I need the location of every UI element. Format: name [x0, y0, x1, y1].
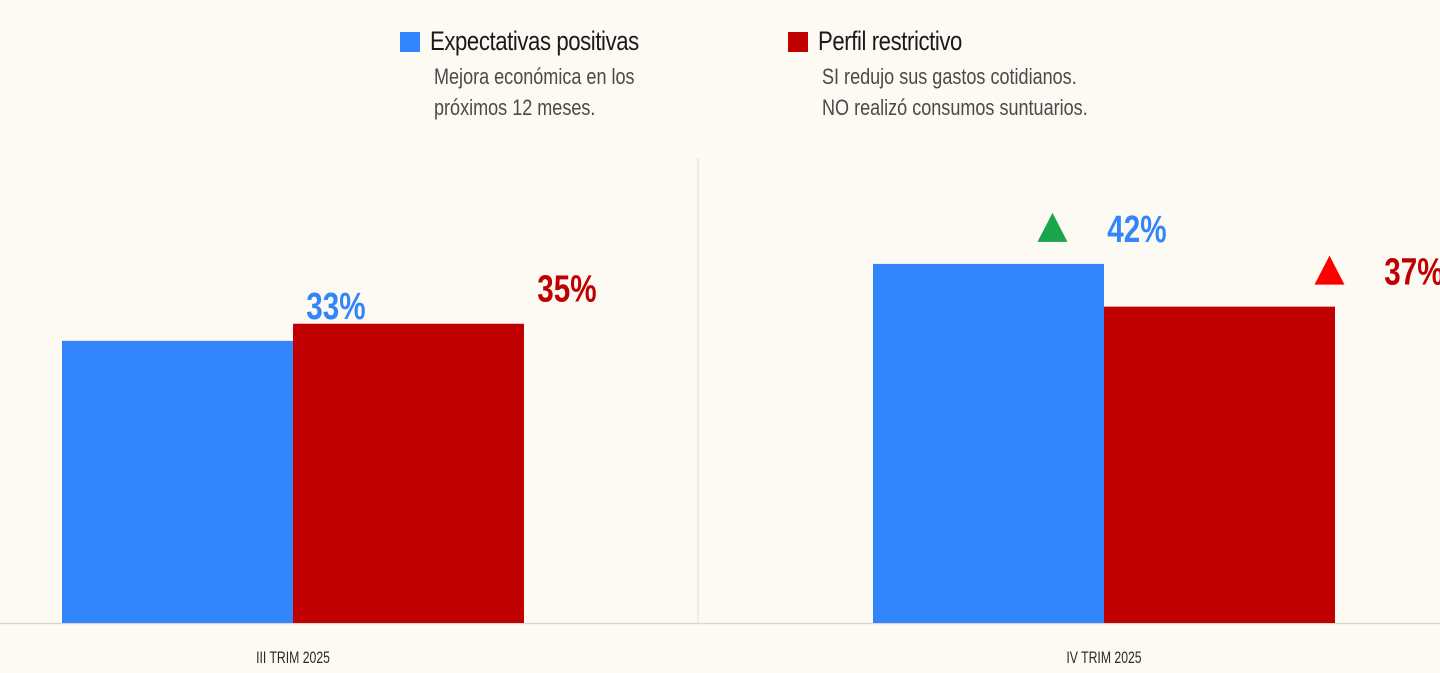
data-label: 35% — [537, 268, 596, 310]
data-label: 42% — [1107, 208, 1166, 250]
trend-up-icon — [1314, 255, 1345, 285]
bar — [1104, 306, 1335, 623]
legend-desc-line: Mejora económica en los — [434, 64, 635, 89]
legend-desc-line: próximos 12 meses. — [434, 95, 596, 120]
legend-desc-line: NO realizó consumos suntuarios. — [822, 95, 1088, 120]
category-label: IV TRIM 2025 — [1066, 649, 1141, 667]
legend-desc-line: SI redujo sus gastos cotidianos. — [822, 64, 1077, 89]
category-label: III TRIM 2025 — [256, 649, 330, 667]
legend-expectativas: Expectativas positivas Mejora económica … — [400, 26, 685, 123]
legend-swatch-blue — [400, 31, 420, 52]
legend-perfil: Perfil restrictivo SI redujo sus gastos … — [788, 26, 1146, 123]
bar — [293, 323, 524, 623]
bar — [873, 263, 1104, 623]
legend-title: Expectativas positivas — [430, 26, 639, 56]
trend-up-icon — [1037, 212, 1068, 242]
legend-title: Perfil restrictivo — [818, 26, 962, 56]
data-label: 33% — [306, 285, 365, 327]
bar — [62, 340, 293, 623]
data-label: 37% — [1384, 251, 1440, 293]
legend-swatch-red — [788, 31, 808, 52]
